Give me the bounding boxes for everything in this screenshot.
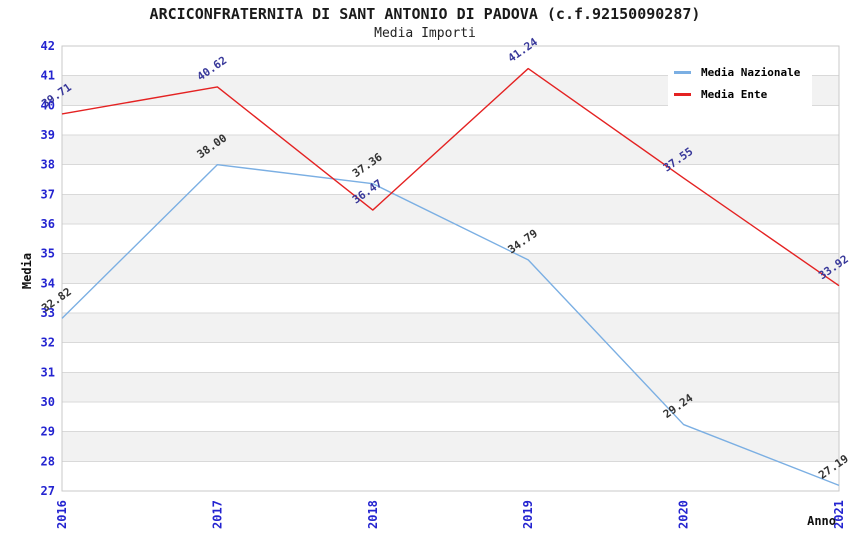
y-tick-label: 41 [41,69,55,83]
x-tick-label: 2016 [55,500,69,529]
grid-band [62,313,839,343]
x-tick-label: 2019 [521,500,535,529]
series-line-media-nazionale [61,163,840,487]
y-tick-label: 28 [41,454,55,468]
y-tick-label: 35 [41,247,55,261]
y-tick-label: 42 [41,39,55,53]
y-tick-label: 27 [41,484,55,498]
chart-title: ARCICONFRATERNITA DI SANT ANTONIO DI PAD… [149,5,701,23]
chart-subtitle: Media Importi [374,26,476,41]
y-tick-label: 30 [41,395,55,409]
legend-label-media-ente: Media Ente [701,87,768,101]
legend-item-media-ente[interactable]: Media Ente [674,83,806,105]
y-axis-title: Media [20,252,35,290]
y-tick-label: 36 [41,217,55,231]
grid-band [62,431,839,462]
grid-band [62,253,839,284]
y-tick-label: 31 [41,365,55,379]
grid-band [62,372,839,402]
legend: Media Nazionale Media Ente [668,56,812,112]
x-tick-label: 2017 [210,500,224,529]
x-tick-label: 2021 [832,500,846,529]
y-tick-label: 39 [41,128,55,142]
media-ente-line-swatch [674,92,691,96]
y-tick-label: 32 [41,336,55,350]
y-tick-label: 40 [41,98,55,112]
plot-border [61,45,840,492]
x-axis-title: Anno [807,514,836,528]
x-tick-label: 2018 [366,500,380,529]
y-tick-label: 34 [41,276,55,290]
data-point-label: 41.24 [505,35,540,65]
y-tick-label: 38 [41,158,55,172]
media-nazionale-line-swatch [674,70,691,74]
grid-band [62,194,839,224]
y-tick-label: 33 [41,306,55,320]
data-point-label: 34.79 [505,227,540,257]
y-tick-label: 37 [41,187,55,201]
y-tick-label: 29 [41,425,55,439]
legend-item-media-nazionale[interactable]: Media Nazionale [674,61,806,83]
legend-label-media-nazionale: Media Nazionale [701,65,801,79]
series-line-media-ente [61,67,840,287]
x-tick-label: 2020 [677,500,691,529]
